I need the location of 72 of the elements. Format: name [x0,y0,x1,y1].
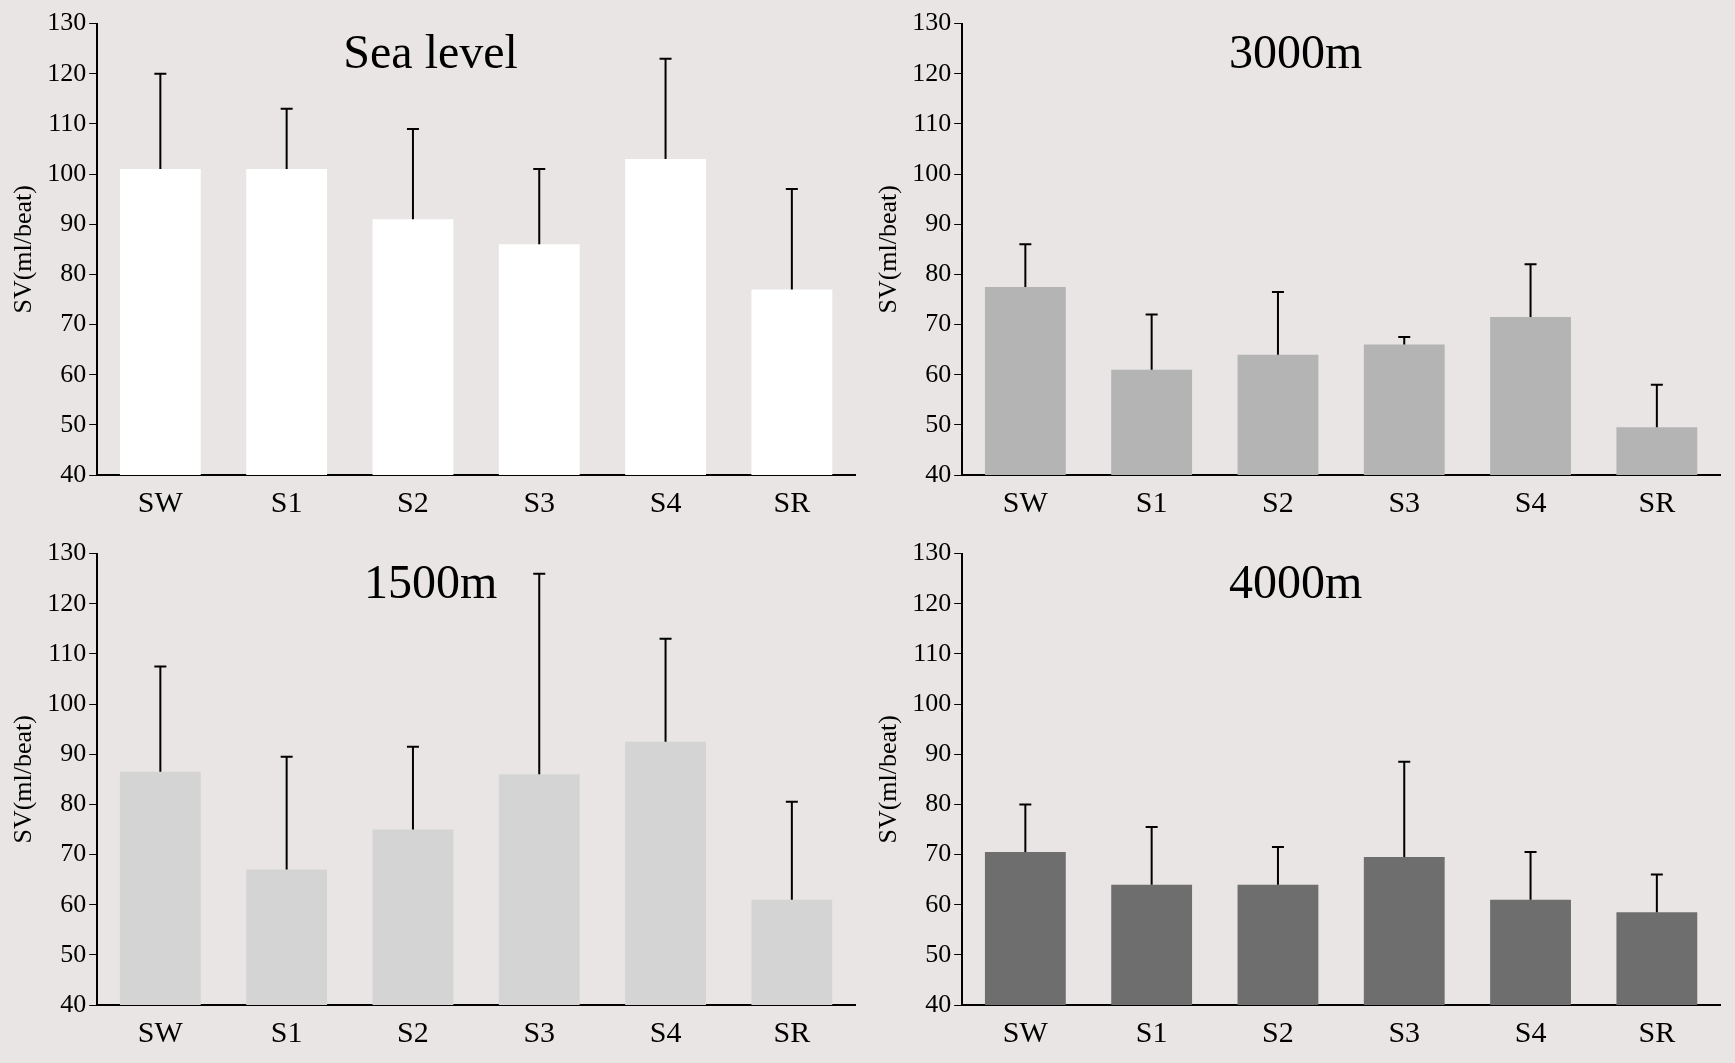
x-tick-label: S1 [1135,484,1168,518]
y-tick-label: 110 [913,107,952,137]
x-tick-label: S3 [1388,1014,1421,1048]
x-tick-label: SR [1638,1014,1676,1048]
x-tick-label: SW [1002,484,1049,518]
y-tick-label: 50 [925,938,952,968]
x-tick-label: SW [137,1014,184,1048]
x-tick-label: S3 [1388,484,1421,518]
x-tick-label: SR [773,484,811,518]
y-tick-label: 80 [925,258,952,288]
y-tick-label: 60 [925,888,952,918]
y-tick-label: 100 [912,687,952,717]
x-tick-label: S1 [270,484,303,518]
chart-title: Sea level [343,25,518,79]
x-tick-label: S4 [1514,1014,1547,1048]
y-tick-label: 120 [47,57,87,87]
x-tick-label: SW [1002,1014,1049,1048]
x-tick-label: SR [773,1014,811,1048]
y-tick-label: 110 [913,637,952,667]
x-tick-label: SR [1638,484,1676,518]
y-tick-label: 60 [60,888,87,918]
y-tick-label: 50 [925,408,952,438]
y-tick-label: 40 [60,458,87,488]
y-tick-label: 40 [60,988,87,1018]
x-tick-label: S4 [1514,484,1547,518]
y-axis-title: SV(ml/beat) [873,715,903,844]
y-tick-label: 130 [47,537,87,567]
x-tick-label: S2 [1262,484,1294,518]
x-tick-label: S2 [397,484,429,518]
y-tick-label: 100 [912,157,952,187]
y-tick-label: 70 [925,308,952,338]
y-tick-label: 80 [60,788,87,818]
y-tick-label: 70 [60,838,87,868]
x-tick-label: S2 [1262,1014,1294,1048]
y-tick-label: 90 [925,208,952,238]
x-tick-label: S4 [649,484,682,518]
x-tick-label: S4 [649,1014,682,1048]
y-tick-label: 90 [60,208,87,238]
y-tick-label: 90 [925,738,952,768]
y-tick-label: 120 [912,587,952,617]
y-tick-label: 100 [47,157,87,187]
y-tick-label: 120 [912,57,952,87]
y-axis-title: SV(ml/beat) [8,185,38,314]
y-axis-title: SV(ml/beat) [873,185,903,314]
x-tick-label: S2 [397,1014,429,1048]
y-tick-label: 130 [912,537,952,567]
y-tick-label: 60 [925,358,952,388]
y-tick-label: 80 [60,258,87,288]
y-axis-title: SV(ml/beat) [8,715,38,844]
x-tick-label: S1 [270,1014,303,1048]
y-tick-label: 100 [47,687,87,717]
y-tick-label: 50 [60,408,87,438]
y-tick-label: 50 [60,938,87,968]
y-tick-label: 120 [47,587,87,617]
x-tick-label: S1 [1135,1014,1168,1048]
y-tick-label: 130 [47,7,87,37]
y-tick-label: 110 [48,637,87,667]
y-tick-label: 130 [912,7,952,37]
chart-title: 3000m [1228,25,1363,79]
y-tick-label: 60 [60,358,87,388]
y-tick-label: 40 [925,458,952,488]
y-tick-label: 110 [48,107,87,137]
x-tick-label: S3 [523,1014,556,1048]
y-tick-label: 70 [925,838,952,868]
x-tick-label: SW [137,484,184,518]
y-tick-label: 40 [925,988,952,1018]
x-tick-label: S3 [523,484,556,518]
chart-title: 1500m [363,555,498,609]
y-tick-label: 90 [60,738,87,768]
y-tick-label: 80 [925,788,952,818]
y-tick-label: 70 [60,308,87,338]
chart-title: 4000m [1228,555,1363,609]
